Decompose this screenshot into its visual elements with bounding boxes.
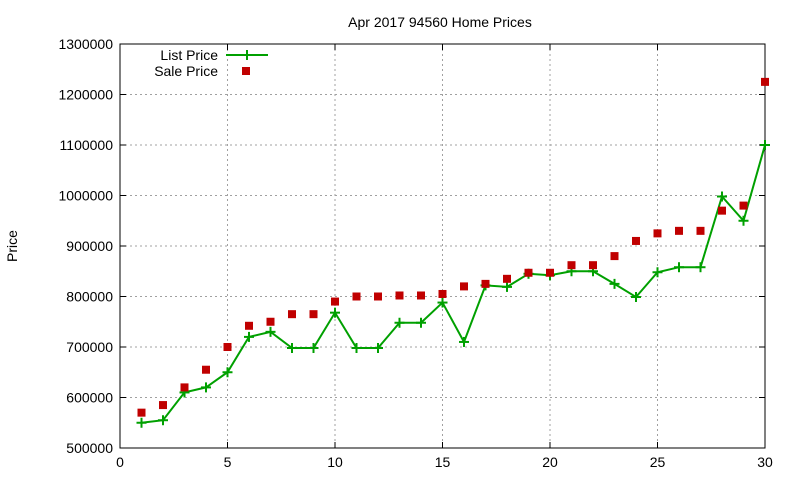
sale-price-point [180, 383, 189, 392]
sale-price-point [352, 292, 361, 301]
plot-series [136, 77, 770, 428]
sale-price-point [331, 297, 339, 306]
sale-price-point [202, 365, 210, 374]
legend-swatch-sale-price [242, 67, 250, 75]
x-tick-label: 30 [757, 454, 773, 470]
list-price-point [222, 367, 233, 378]
x-tick-label: 0 [116, 454, 124, 470]
sale-price-point [696, 226, 705, 235]
sale-price-point [761, 77, 769, 86]
list-price-point [351, 343, 362, 354]
y-tick-label: 1200000 [58, 87, 113, 103]
list-price-point [330, 307, 340, 318]
y-tick-label: 1000000 [58, 188, 113, 204]
list-price-point [760, 140, 770, 150]
x-tick-label: 25 [650, 454, 666, 470]
legend: List Price Sale Price [154, 47, 268, 79]
sale-price-point [610, 252, 619, 261]
series-line-list-price [141, 144, 766, 424]
sale-price-point [718, 206, 726, 215]
list-price-point [502, 281, 512, 292]
y-tick-label: 1100000 [60, 137, 114, 153]
chart-title: Apr 2017 94560 Home Prices [348, 14, 532, 30]
list-price-point [158, 415, 168, 426]
list-price-point [287, 343, 297, 354]
y-axis-label: Price [4, 230, 20, 262]
list-price-point [394, 317, 405, 328]
sale-price-point [288, 310, 296, 319]
sale-price-point [223, 343, 232, 351]
sale-price-point [137, 408, 146, 417]
list-price-point [695, 262, 706, 273]
sale-price-point [460, 282, 468, 291]
sale-price-point [675, 226, 683, 235]
x-tick-label: 20 [542, 454, 558, 470]
list-price-point [717, 191, 727, 202]
axes: 500000 600000 700000 800000 900000 1000000 110… [58, 36, 773, 470]
y-tick-label: 1300000 [58, 36, 113, 52]
list-price-point [652, 267, 663, 278]
sale-price-point [653, 229, 662, 238]
sale-price-point [503, 274, 511, 283]
grid-lines [120, 44, 765, 448]
list-price-point [631, 292, 641, 303]
list-price-point [437, 297, 448, 308]
list-price-point [136, 417, 147, 428]
sale-price-point [567, 261, 576, 270]
list-price-point [416, 317, 426, 328]
sale-price-point [632, 236, 640, 245]
y-tick-label: 900000 [66, 238, 113, 254]
y-tick-label: 800000 [66, 289, 113, 305]
legend-label-sale-price: Sale Price [154, 63, 218, 79]
sale-price-point [481, 279, 490, 288]
x-tick-label: 10 [327, 454, 343, 470]
sale-price-point [524, 268, 533, 277]
sale-price-point [546, 268, 554, 277]
sale-price-point [395, 291, 404, 300]
sale-price-point [589, 261, 597, 270]
list-price-point [674, 262, 684, 273]
list-price-point [244, 331, 254, 342]
sale-price-point [438, 289, 447, 298]
sale-price-point [309, 310, 318, 319]
list-price-point [201, 382, 211, 393]
list-price-point [609, 278, 620, 289]
legend-label-list-price: List Price [160, 47, 218, 63]
sale-price-point [266, 317, 275, 326]
x-tick-label: 5 [224, 454, 232, 470]
sale-price-point [159, 401, 167, 410]
list-price-point [738, 215, 749, 226]
list-price-point [308, 343, 319, 354]
y-tick-label: 600000 [66, 390, 113, 406]
list-price-point [373, 343, 383, 354]
list-price-point [265, 326, 276, 337]
y-tick-label: 700000 [66, 339, 113, 355]
sale-price-point [417, 291, 425, 300]
sale-price-point [245, 321, 253, 330]
list-price-point [459, 336, 469, 347]
x-tick-label: 15 [435, 454, 451, 470]
sale-price-point [374, 292, 382, 301]
sale-price-point [739, 201, 748, 210]
y-tick-label: 500000 [66, 440, 113, 456]
